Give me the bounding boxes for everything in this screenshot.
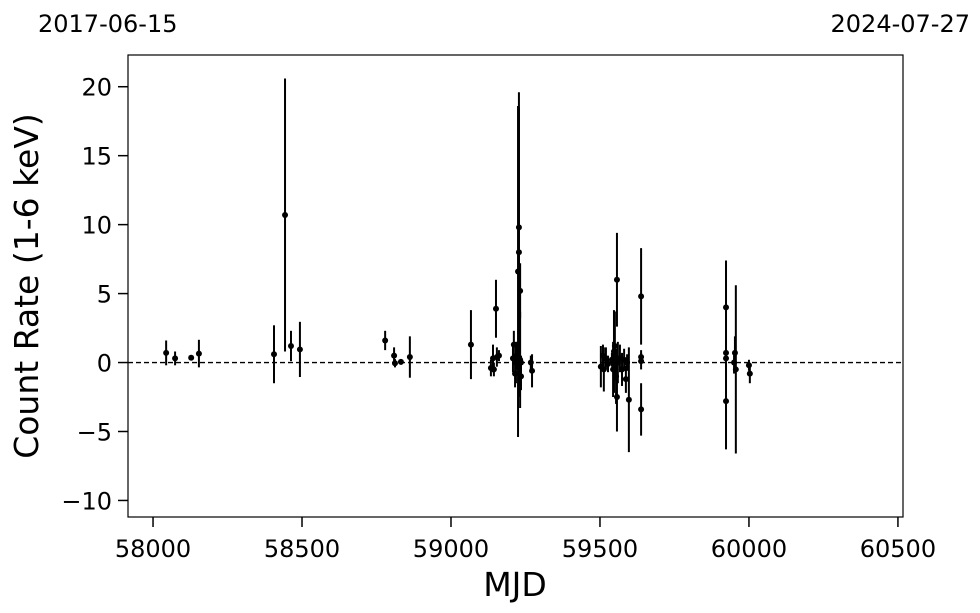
- data-point: [397, 358, 404, 365]
- x-tick-label: 60500: [860, 535, 936, 563]
- data-point: [518, 373, 525, 380]
- data-point: [746, 370, 753, 377]
- data-point: [517, 287, 524, 294]
- data-point: [282, 211, 289, 218]
- x-tick-label: 60000: [711, 535, 787, 563]
- data-point: [515, 249, 522, 256]
- data-point: [611, 342, 618, 349]
- data-point: [638, 293, 645, 300]
- plot-frame: [127, 54, 904, 518]
- data-point: [723, 355, 730, 362]
- data-point: [163, 349, 170, 356]
- data-point: [188, 354, 195, 361]
- data-point: [518, 359, 525, 366]
- y-tick-label: −10: [61, 487, 112, 515]
- data-point: [723, 398, 730, 405]
- data-point: [467, 341, 474, 348]
- data-point: [622, 376, 629, 383]
- data-point: [638, 406, 645, 413]
- data-point: [495, 352, 502, 359]
- y-tick-label: 0: [97, 350, 112, 378]
- data-point: [382, 337, 389, 344]
- data-point: [625, 396, 632, 403]
- y-tick-label: −5: [77, 418, 112, 446]
- data-point: [195, 350, 202, 357]
- data-point: [732, 366, 739, 373]
- x-tick-label: 59500: [562, 535, 638, 563]
- y-axis-label: Count Rate (1-6 keV): [7, 113, 46, 459]
- data-point: [271, 351, 278, 358]
- y-tick-label: 10: [81, 212, 112, 240]
- data-point: [406, 354, 413, 361]
- x-tick-label: 58500: [264, 535, 340, 563]
- data-point: [391, 352, 398, 359]
- data-point: [605, 360, 612, 367]
- data-point: [492, 305, 499, 312]
- x-axis-label: MJD: [483, 565, 547, 604]
- y-tick-label: 5: [97, 281, 112, 309]
- x-tick-label: 58000: [115, 535, 191, 563]
- data-point: [490, 366, 497, 373]
- data-point: [529, 367, 536, 374]
- data-point: [723, 304, 730, 311]
- start-date: 2017-06-15: [38, 10, 177, 38]
- data-point: [613, 394, 620, 401]
- data-point: [638, 358, 645, 365]
- data-point: [172, 355, 179, 362]
- x-tick-label: 59000: [413, 535, 489, 563]
- data-point: [613, 276, 620, 283]
- data-point: [287, 342, 294, 349]
- end-date: 2024-07-27: [831, 10, 970, 38]
- data-point: [296, 346, 303, 353]
- data-point: [391, 360, 398, 367]
- y-tick-label: 15: [81, 143, 112, 171]
- y-tick-label: 20: [81, 74, 112, 102]
